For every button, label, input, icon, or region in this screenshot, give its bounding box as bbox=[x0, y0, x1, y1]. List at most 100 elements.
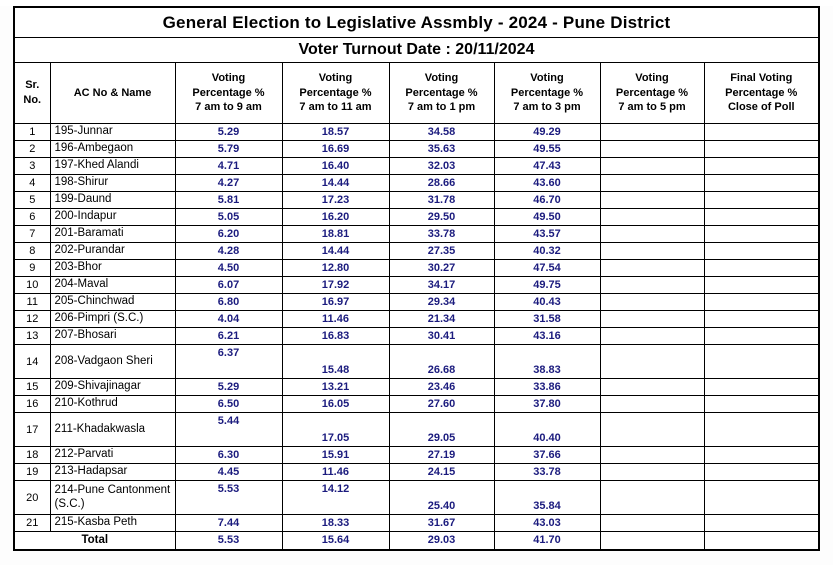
pct-cell: 35.63 bbox=[388, 140, 495, 158]
sr-no-cell: 9 bbox=[13, 259, 51, 277]
table-row: 20 214-Pune Cantonment (S.C.) 5.53 14.12 25.… bbox=[13, 480, 820, 515]
pct-cell: 11.46 bbox=[281, 310, 390, 328]
table-row: 14 208-Vadgaon Sheri 6.37 15.48 26.68 38.83 bbox=[13, 344, 820, 379]
sr-no-cell: 20 bbox=[13, 480, 51, 515]
sr-no-cell: 4 bbox=[13, 174, 51, 192]
pct-cell: 17.05 bbox=[281, 412, 390, 447]
total-row: Total 5.53 15.64 29.03 41.70 bbox=[13, 531, 820, 550]
pct-cell bbox=[703, 463, 820, 481]
pct-cell: 30.27 bbox=[388, 259, 495, 277]
ac-name-cell: 205-Chinchwad bbox=[49, 293, 176, 311]
pct-cell: 4.28 bbox=[174, 242, 283, 260]
pct-cell bbox=[703, 395, 820, 413]
pct-cell bbox=[599, 242, 705, 260]
pct-cell: 40.43 bbox=[493, 293, 601, 311]
table-row: 17 211-Khadakwasla 5.44 17.05 29.05 40.40 bbox=[13, 412, 820, 447]
ac-name-cell: 212-Parvati bbox=[49, 446, 176, 464]
table-row: 11 205-Chinchwad 6.80 16.97 29.34 40.43 bbox=[13, 293, 820, 311]
pct-cell bbox=[599, 157, 705, 175]
sr-no-cell: 2 bbox=[13, 140, 51, 158]
ac-name-cell: 206-Pimpri (S.C.) bbox=[49, 310, 176, 328]
pct-cell: 6.50 bbox=[174, 395, 283, 413]
table-row: 1 195-Junnar 5.29 18.57 34.58 49.29 bbox=[13, 123, 820, 141]
pct-cell: 31.67 bbox=[388, 514, 495, 532]
ac-name-cell: 195-Junnar bbox=[49, 123, 176, 141]
pct-cell: 46.70 bbox=[493, 191, 601, 209]
pct-cell: 31.58 bbox=[493, 310, 601, 328]
table-row: 9 203-Bhor 4.50 12.80 30.27 47.54 bbox=[13, 259, 820, 277]
pct-cell bbox=[599, 446, 705, 464]
table-row: 8 202-Purandar 4.28 14.44 27.35 40.32 bbox=[13, 242, 820, 260]
document-sheet: General Election to Legislative Assmbly … bbox=[0, 6, 833, 565]
pct-cell: 47.54 bbox=[493, 259, 601, 277]
pct-cell bbox=[703, 191, 820, 209]
pct-cell: 23.46 bbox=[388, 378, 495, 396]
pct-cell: 29.34 bbox=[388, 293, 495, 311]
sr-no-cell: 12 bbox=[13, 310, 51, 328]
pct-cell: 16.20 bbox=[281, 208, 390, 226]
pct-cell: 5.53 bbox=[174, 480, 283, 515]
table-row: 19 213-Hadapsar 4.45 11.46 24.15 33.78 bbox=[13, 463, 820, 481]
ac-name-cell: 202-Purandar bbox=[49, 242, 176, 260]
pct-cell: 5.29 bbox=[174, 378, 283, 396]
pct-cell bbox=[703, 412, 820, 447]
pct-cell: 31.78 bbox=[388, 191, 495, 209]
pct-cell bbox=[703, 514, 820, 532]
pct-cell: 6.30 bbox=[174, 446, 283, 464]
pct-cell: 47.43 bbox=[493, 157, 601, 175]
table-row: 4 198-Shirur 4.27 14.44 28.66 43.60 bbox=[13, 174, 820, 192]
pct-cell bbox=[703, 208, 820, 226]
ac-name-cell: 199-Daund bbox=[49, 191, 176, 209]
pct-cell: 27.19 bbox=[388, 446, 495, 464]
ac-name-cell: 215-Kasba Peth bbox=[49, 514, 176, 532]
pct-cell: 49.29 bbox=[493, 123, 601, 141]
pct-cell bbox=[703, 259, 820, 277]
total-pct-cell: 29.03 bbox=[388, 531, 495, 550]
pct-cell: 27.35 bbox=[388, 242, 495, 260]
pct-cell: 4.50 bbox=[174, 259, 283, 277]
ac-name-cell: 213-Hadapsar bbox=[49, 463, 176, 481]
sr-no-cell: 15 bbox=[13, 378, 51, 396]
column-header: Voting Percentage % 7 am to 5 pm bbox=[599, 62, 705, 124]
column-header: Final Voting Percentage % Close of Poll bbox=[703, 62, 820, 124]
pct-cell: 24.15 bbox=[388, 463, 495, 481]
table-row: 18 212-Parvati 6.30 15.91 27.19 37.66 bbox=[13, 446, 820, 464]
pct-cell: 4.27 bbox=[174, 174, 283, 192]
pct-cell: 4.45 bbox=[174, 463, 283, 481]
pct-cell: 14.44 bbox=[281, 174, 390, 192]
ac-name-cell: 196-Ambegaon bbox=[49, 140, 176, 158]
pct-cell: 34.58 bbox=[388, 123, 495, 141]
table-body: 1 195-Junnar 5.29 18.57 34.58 49.29 2 196-Ambeg… bbox=[13, 123, 820, 550]
pct-cell: 17.92 bbox=[281, 276, 390, 294]
pct-cell: 30.41 bbox=[388, 327, 495, 345]
ac-name-cell: 197-Khed Alandi bbox=[49, 157, 176, 175]
ac-name-cell: 200-Indapur bbox=[49, 208, 176, 226]
pct-cell bbox=[599, 123, 705, 141]
pct-cell: 5.29 bbox=[174, 123, 283, 141]
pct-cell: 43.03 bbox=[493, 514, 601, 532]
pct-cell bbox=[703, 276, 820, 294]
sr-no-cell: 8 bbox=[13, 242, 51, 260]
pct-cell: 49.55 bbox=[493, 140, 601, 158]
sr-no-cell: 14 bbox=[13, 344, 51, 379]
table-row: 5 199-Daund 5.81 17.23 31.78 46.70 bbox=[13, 191, 820, 209]
pct-cell: 21.34 bbox=[388, 310, 495, 328]
pct-cell: 6.21 bbox=[174, 327, 283, 345]
pct-cell: 18.57 bbox=[281, 123, 390, 141]
pct-cell: 49.50 bbox=[493, 208, 601, 226]
pct-cell bbox=[599, 225, 705, 243]
pct-cell: 34.17 bbox=[388, 276, 495, 294]
total-label-cell: Total bbox=[13, 531, 176, 550]
subtitle-row: Voter Turnout Date : 20/11/2024 bbox=[13, 37, 820, 63]
column-header: Voting Percentage % 7 am to 9 am bbox=[174, 62, 283, 124]
pct-cell: 29.05 bbox=[388, 412, 495, 447]
table-row: 13 207-Bhosari 6.21 16.83 30.41 43.16 bbox=[13, 327, 820, 345]
total-pct-cell: 41.70 bbox=[493, 531, 601, 550]
ac-name-cell: 204-Maval bbox=[49, 276, 176, 294]
pct-cell: 11.46 bbox=[281, 463, 390, 481]
ac-name-cell: 210-Kothrud bbox=[49, 395, 176, 413]
pct-cell: 33.86 bbox=[493, 378, 601, 396]
pct-cell: 14.12 bbox=[281, 480, 390, 515]
pct-cell: 6.07 bbox=[174, 276, 283, 294]
pct-cell bbox=[599, 310, 705, 328]
